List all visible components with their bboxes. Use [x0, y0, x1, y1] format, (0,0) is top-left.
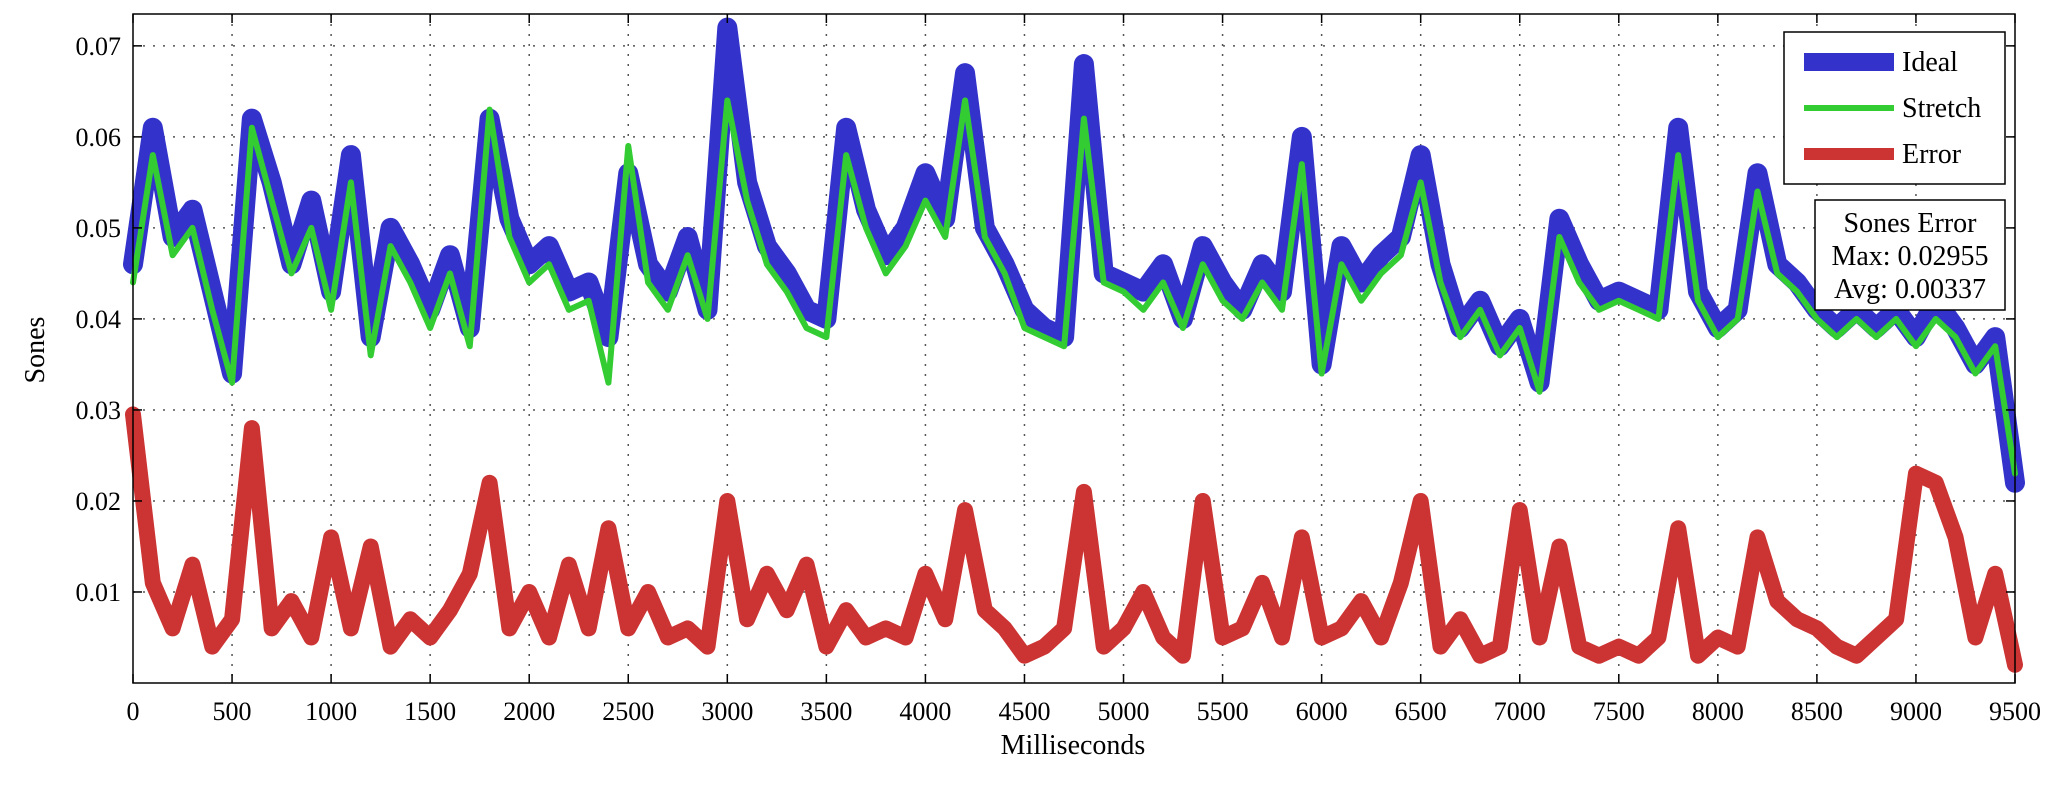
x-tick-label-18: 9000	[1890, 697, 1942, 726]
y-tick-label-3: 0.04	[76, 305, 122, 334]
x-tick-label-8: 4000	[899, 697, 951, 726]
stats-title: Sones Error	[1844, 208, 1978, 239]
x-tick-label-12: 6000	[1296, 697, 1348, 726]
stats-avg: Avg: 0.00337	[1834, 274, 1986, 305]
x-axis-label: Milliseconds	[1001, 730, 1146, 761]
plot-frame	[132, 13, 2016, 684]
legend-label-stretch: Stretch	[1902, 93, 1981, 124]
x-tick-label-16: 8000	[1692, 697, 1744, 726]
stats-max: Max: 0.02955	[1831, 241, 1988, 272]
legend-label-ideal: Ideal	[1902, 47, 1958, 78]
x-tick-label-1: 500	[213, 697, 252, 726]
series-group	[123, 17, 2025, 673]
series-line-stretch	[130, 97, 2018, 477]
y-tick-label-1: 0.02	[76, 487, 122, 516]
x-tick-label-17: 8500	[1791, 697, 1843, 726]
series-line-error	[125, 406, 2023, 673]
y-axis-label: Sones	[20, 317, 51, 384]
y-tick-label-2: 0.03	[76, 396, 122, 425]
x-tick-label-7: 3500	[800, 697, 852, 726]
y-tick-label-0: 0.01	[76, 578, 122, 607]
stats-annotation: Sones Error Max: 0.02955 Avg: 0.00337	[1814, 199, 2006, 311]
x-tick-label-4: 2000	[503, 697, 555, 726]
x-tick-label-5: 2500	[602, 697, 654, 726]
x-tick-label-3: 1500	[404, 697, 456, 726]
x-tick-label-14: 7000	[1494, 697, 1546, 726]
x-tick-label-9: 4500	[998, 697, 1050, 726]
x-tick-label-2: 1000	[305, 697, 357, 726]
y-tick-label-4: 0.05	[76, 214, 122, 243]
legend: Ideal Stretch Error	[1783, 31, 2006, 185]
x-tick-label-6: 3000	[701, 697, 753, 726]
stats-box	[1814, 199, 2006, 311]
x-tick-label-19: 9500	[1989, 697, 2041, 726]
x-tick-label-0: 0	[127, 697, 140, 726]
y-tick-label-5: 0.06	[76, 123, 122, 152]
x-tick-label-15: 7500	[1593, 697, 1645, 726]
x-tick-label-13: 6500	[1395, 697, 1447, 726]
y-tick-label-6: 0.07	[76, 32, 122, 61]
x-tick-label-11: 5500	[1197, 697, 1249, 726]
x-tick-label-10: 5000	[1098, 697, 1150, 726]
legend-label-error: Error	[1902, 139, 1962, 170]
axes: 0 500 1000 1500 2000 2500 3000 3500 4000 4500 5000…	[76, 13, 2041, 726]
